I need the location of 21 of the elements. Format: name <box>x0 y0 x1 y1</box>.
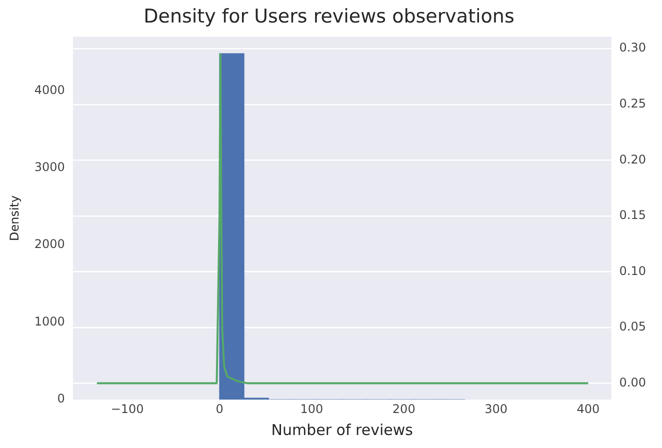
y-axis-title: Density <box>7 195 22 242</box>
y2-tick-label: 0.15 <box>619 208 646 222</box>
y-tick-label: 1000 <box>34 314 65 328</box>
x-tick-label: 400 <box>576 402 600 416</box>
y2-tick-label: 0.25 <box>619 96 646 111</box>
y-tick-label: 2000 <box>34 237 65 252</box>
x-tick-label: −100 <box>110 402 144 416</box>
y-tick-label: 0 <box>57 392 65 406</box>
x-tick-label: 0 <box>216 402 224 416</box>
x-tick-label: 100 <box>300 402 324 416</box>
y2-tick-label: 0.05 <box>619 320 646 334</box>
y-tick-label: 3000 <box>34 160 65 174</box>
x-tick-label: 300 <box>484 402 508 416</box>
y2-tick-label: 0.00 <box>619 375 646 390</box>
x-tick-label: 200 <box>392 402 416 416</box>
chart-title: Density for Users reviews observations <box>144 5 514 28</box>
y2-tick-label: 0.10 <box>619 264 646 278</box>
y-tick-label: 4000 <box>34 82 65 97</box>
y2-tick-label: 0.30 <box>619 40 646 55</box>
y2-tick-label: 0.20 <box>619 152 646 166</box>
x-axis-title: Number of reviews <box>271 420 414 439</box>
